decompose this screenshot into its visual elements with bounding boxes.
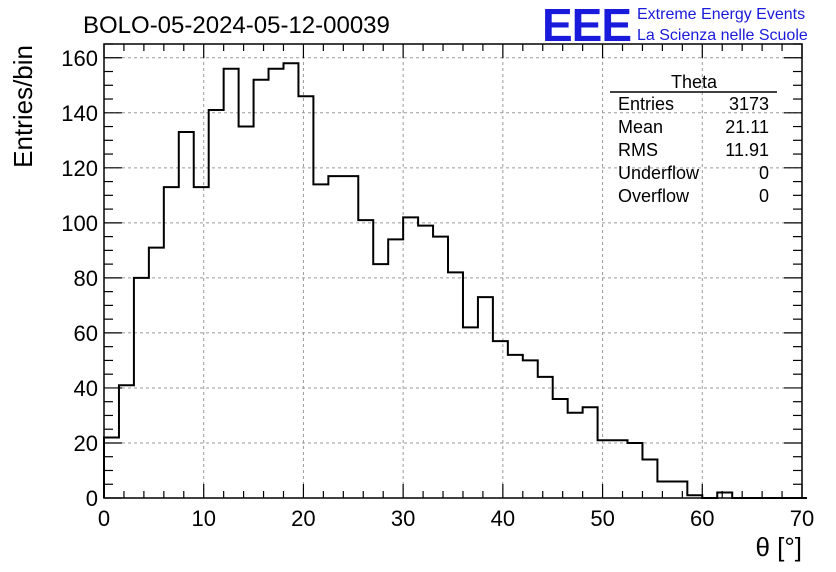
histogram-bin-38 bbox=[672, 481, 687, 498]
histogram-bin-16 bbox=[343, 176, 358, 498]
histogram-bin-9 bbox=[239, 127, 254, 498]
histogram-bin-12 bbox=[283, 63, 298, 498]
eee-logo: EEE Extreme Energy Events La Scienza nel… bbox=[542, 0, 808, 51]
histogram-bin-7 bbox=[209, 110, 224, 498]
y-tick-label-7: 140 bbox=[61, 101, 98, 126]
histogram-bin-33 bbox=[598, 440, 613, 498]
y-tick-label-1: 20 bbox=[74, 431, 98, 456]
stats-value-1: 21.11 bbox=[725, 117, 769, 137]
x-tick-label-5: 50 bbox=[590, 506, 614, 531]
logo-line-2: La Scienza nelle Scuole bbox=[637, 27, 808, 44]
histogram-bars bbox=[103, 62, 807, 499]
histogram-bin-36 bbox=[642, 459, 657, 498]
histogram-bin-14 bbox=[313, 184, 328, 498]
stats-label-3: Underflow bbox=[618, 163, 700, 183]
y-tick-label-4: 80 bbox=[74, 266, 98, 291]
histogram-bin-32 bbox=[583, 407, 598, 498]
logo-line-1: Extreme Energy Events bbox=[637, 6, 805, 23]
histogram-bin-3 bbox=[149, 248, 164, 498]
histogram-bin-29 bbox=[538, 377, 553, 498]
histogram-bin-31 bbox=[568, 413, 583, 498]
histogram-bin-11 bbox=[269, 69, 284, 498]
histogram-bin-21 bbox=[418, 226, 433, 498]
y-tick-label-8: 160 bbox=[61, 46, 98, 71]
y-tick-label-3: 60 bbox=[74, 321, 98, 346]
histogram-bin-30 bbox=[553, 399, 568, 498]
histogram-outline bbox=[103, 62, 807, 499]
x-tick-label-2: 20 bbox=[291, 506, 315, 531]
histogram-bin-1 bbox=[119, 385, 134, 498]
histogram-bin-28 bbox=[523, 360, 538, 498]
plot-border bbox=[103, 43, 803, 499]
grid bbox=[104, 44, 802, 498]
chart-title: BOLO-05-2024-05-12-00039 bbox=[83, 12, 390, 39]
stats-title: Theta bbox=[671, 72, 718, 92]
y-tick-label-5: 100 bbox=[61, 211, 98, 236]
histogram-bin-4 bbox=[164, 187, 179, 498]
histogram-bin-13 bbox=[298, 96, 313, 498]
histogram-bin-35 bbox=[628, 443, 643, 498]
x-tick-label-1: 10 bbox=[191, 506, 215, 531]
stats-value-3: 0 bbox=[759, 163, 769, 183]
stats-rows: Entries 3173 Mean 21.11 RMS 11.91 Underflow 0 Ov… bbox=[618, 94, 769, 206]
histogram-bin-6 bbox=[194, 187, 209, 498]
y-axis-title: Entries/bin bbox=[8, 45, 38, 168]
x-tick-label-4: 40 bbox=[491, 506, 515, 531]
stats-label-4: Overflow bbox=[618, 186, 690, 206]
x-tick-label-3: 30 bbox=[391, 506, 415, 531]
histogram-bin-25 bbox=[478, 297, 493, 498]
x-tick-label-6: 60 bbox=[690, 506, 714, 531]
y-tick-labels: 0 20 40 60 80 100 120 140 160 bbox=[61, 46, 98, 511]
histogram-bin-22 bbox=[433, 237, 448, 498]
histogram-bin-5 bbox=[179, 132, 194, 498]
plot-frame bbox=[103, 43, 803, 499]
histogram-bin-37 bbox=[657, 481, 672, 498]
stats-box: Theta Entries 3173 Mean 21.11 RMS 11.91 Underf… bbox=[610, 72, 777, 206]
histogram-bin-23 bbox=[448, 272, 463, 498]
logo-mark: EEE bbox=[542, 0, 631, 51]
histogram-bin-27 bbox=[508, 355, 523, 498]
stats-label-2: RMS bbox=[618, 140, 658, 160]
x-tick-label-0: 0 bbox=[98, 506, 110, 531]
stats-value-0: 3173 bbox=[729, 94, 769, 114]
stats-label-1: Mean bbox=[618, 117, 663, 137]
y-tick-label-0: 0 bbox=[86, 486, 98, 511]
histogram-bin-18 bbox=[373, 264, 388, 498]
histogram-bin-10 bbox=[254, 80, 269, 498]
y-tick-label-2: 40 bbox=[74, 376, 98, 401]
stats-value-2: 11.91 bbox=[725, 140, 769, 160]
stats-label-0: Entries bbox=[618, 94, 674, 114]
histogram-bin-20 bbox=[403, 217, 418, 498]
y-tick-label-6: 120 bbox=[61, 156, 98, 181]
histogram-bin-17 bbox=[358, 220, 373, 498]
histogram-bin-24 bbox=[463, 327, 478, 498]
histogram-bin-0 bbox=[104, 437, 119, 498]
histogram-bin-15 bbox=[328, 176, 343, 498]
axis-ticks bbox=[103, 43, 803, 499]
histogram-bin-34 bbox=[613, 440, 628, 498]
histogram-bin-26 bbox=[493, 341, 508, 498]
x-tick-labels: 0 10 20 30 40 50 60 70 bbox=[98, 506, 814, 531]
x-tick-label-7: 70 bbox=[790, 506, 814, 531]
histogram-bin-8 bbox=[224, 69, 239, 498]
stats-value-4: 0 bbox=[759, 186, 769, 206]
x-axis-title: θ [°] bbox=[755, 532, 802, 562]
